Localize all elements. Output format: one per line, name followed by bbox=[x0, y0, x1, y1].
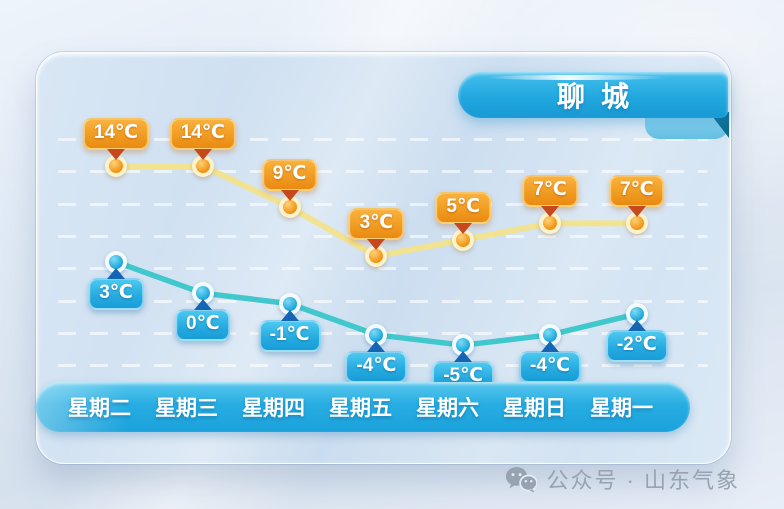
day-label: 星期二 bbox=[68, 397, 131, 420]
low-label-arrow-icon bbox=[454, 351, 473, 363]
high-temp-label: 14℃ bbox=[169, 118, 236, 150]
high-temp-label: 7℃ bbox=[522, 175, 578, 208]
high-temp-point bbox=[105, 155, 127, 177]
gridline bbox=[58, 299, 708, 303]
day-label: 星期四 bbox=[242, 397, 305, 420]
day-label: 星期三 bbox=[155, 397, 218, 420]
day-label: 星期一 bbox=[590, 397, 653, 420]
high-label-arrow-icon bbox=[541, 206, 559, 218]
watermark: 公众号 · 山东气象 bbox=[505, 463, 740, 495]
high-temp-point bbox=[191, 155, 214, 177]
low-temp-point bbox=[105, 251, 127, 273]
watermark-text: 公众号 · 山东气象 bbox=[546, 468, 740, 493]
low-temp-label: -4℃ bbox=[345, 350, 408, 383]
low-temp-point bbox=[452, 334, 475, 357]
low-temp-label: -2℃ bbox=[605, 330, 668, 362]
high-temp-label: 14℃ bbox=[82, 118, 150, 150]
high-label-arrow-icon bbox=[627, 206, 646, 218]
high-temp-point bbox=[452, 228, 475, 251]
day-label: 星期六 bbox=[416, 397, 479, 420]
high-label-arrow-icon bbox=[107, 149, 125, 160]
city-name: 聊城 bbox=[556, 81, 645, 112]
gridline bbox=[58, 202, 708, 206]
gridline bbox=[58, 170, 708, 174]
high-label-arrow-icon bbox=[454, 222, 473, 234]
low-temp-point bbox=[191, 282, 214, 305]
low-temp-point bbox=[539, 323, 561, 346]
low-temp-point bbox=[278, 292, 301, 315]
gridline bbox=[58, 138, 708, 141]
low-temp-point bbox=[625, 303, 648, 325]
high-temp-point bbox=[278, 196, 301, 218]
low-label-arrow-icon bbox=[541, 340, 559, 352]
wechat-icon bbox=[506, 466, 538, 492]
day-axis-bar: 星期二 星期三 星期四 星期五 星期六 星期日 星期一 bbox=[36, 382, 690, 432]
high-label-arrow-icon bbox=[367, 239, 386, 251]
high-temp-point bbox=[539, 212, 561, 235]
low-label-arrow-icon bbox=[280, 309, 299, 321]
day-label: 星期日 bbox=[503, 397, 566, 420]
low-temp-point bbox=[365, 323, 388, 346]
low-temp-label: 0℃ bbox=[175, 309, 231, 342]
high-label-arrow-icon bbox=[193, 149, 212, 160]
low-temp-label: 3℃ bbox=[88, 278, 144, 310]
low-temp-label: -1℃ bbox=[258, 319, 321, 352]
high-temp-label: 5℃ bbox=[435, 191, 491, 224]
high-temp-point bbox=[365, 245, 388, 268]
day-label: 星期五 bbox=[329, 397, 392, 420]
city-ribbon: 聊城 bbox=[458, 72, 728, 118]
low-temp-label: -4℃ bbox=[519, 350, 581, 383]
high-temp-label: 7℃ bbox=[609, 175, 665, 208]
gridline bbox=[58, 267, 708, 271]
low-label-arrow-icon bbox=[107, 268, 125, 279]
low-label-arrow-icon bbox=[367, 340, 386, 352]
high-label-arrow-icon bbox=[280, 190, 299, 201]
high-temp-label: 9℃ bbox=[261, 159, 318, 191]
high-temp-label: 3℃ bbox=[348, 208, 405, 241]
low-label-arrow-icon bbox=[193, 299, 212, 311]
low-label-arrow-icon bbox=[627, 320, 646, 331]
high-temp-point bbox=[625, 212, 648, 235]
